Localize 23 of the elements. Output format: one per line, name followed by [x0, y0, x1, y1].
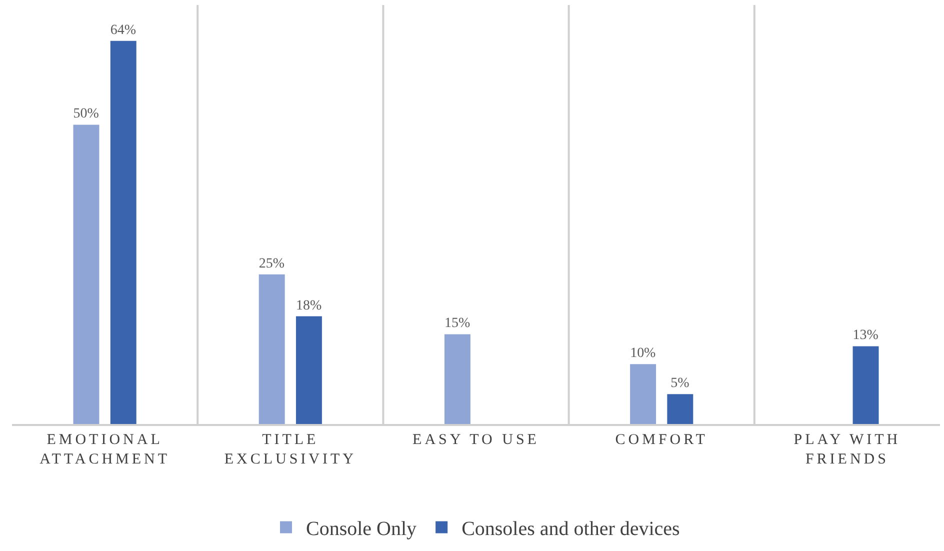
legend-label: Consoles and other devices [462, 518, 680, 540]
legend-label: Console Only [306, 518, 417, 540]
x-tick-label: COMFORT [615, 432, 708, 448]
bar [630, 364, 656, 424]
data-label: 50% [73, 106, 100, 122]
bar [73, 124, 100, 424]
data-label: 5% [670, 376, 690, 392]
bar [258, 274, 285, 424]
bar [444, 334, 470, 424]
data-label: 64% [110, 22, 136, 38]
data-label: 10% [630, 346, 656, 362]
data-label: 25% [258, 256, 285, 272]
x-tick-label: EASY TO USE [412, 432, 540, 448]
data-label: 15% [444, 316, 470, 332]
data-label: 18% [296, 298, 322, 314]
bar [110, 40, 136, 424]
x-tick-label: EMOTIONAL ATTACHMENT [40, 432, 170, 468]
bar [852, 346, 879, 424]
data-label: 13% [852, 328, 879, 344]
x-tick-label: PLAY WITH FRIENDS [794, 432, 901, 468]
x-tick-label: TITLE EXCLUSIVITY [224, 432, 356, 468]
bar [667, 394, 694, 424]
bar [296, 316, 322, 424]
